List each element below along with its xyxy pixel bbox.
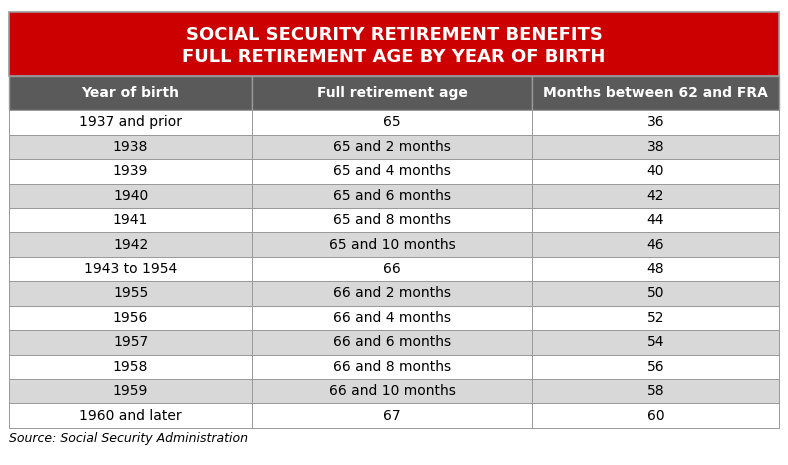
Bar — [9, 281, 251, 306]
Bar — [251, 354, 533, 379]
Text: 1956: 1956 — [113, 311, 148, 325]
Text: 66 and 2 months: 66 and 2 months — [333, 286, 451, 300]
Bar — [251, 403, 533, 428]
Text: 58: 58 — [647, 384, 664, 398]
Text: 65 and 2 months: 65 and 2 months — [333, 140, 451, 154]
Bar — [533, 403, 779, 428]
Text: 1942: 1942 — [113, 238, 148, 252]
Bar — [251, 135, 533, 159]
Text: 1939: 1939 — [113, 164, 148, 178]
Bar — [9, 257, 251, 281]
Text: 1960 and later: 1960 and later — [80, 409, 182, 423]
Text: Source: Social Security Administration: Source: Social Security Administration — [9, 432, 248, 445]
Bar — [9, 76, 251, 110]
Bar — [533, 257, 779, 281]
Bar — [533, 330, 779, 354]
Bar — [251, 159, 533, 184]
Text: 1955: 1955 — [113, 286, 148, 300]
Bar — [9, 12, 779, 76]
Text: 1941: 1941 — [113, 213, 148, 227]
Text: 52: 52 — [647, 311, 664, 325]
Bar — [533, 76, 779, 110]
Bar — [533, 159, 779, 184]
Text: 1940: 1940 — [113, 189, 148, 203]
Bar — [533, 184, 779, 208]
Text: 54: 54 — [647, 335, 664, 349]
Text: 67: 67 — [383, 409, 401, 423]
Text: 65 and 10 months: 65 and 10 months — [329, 238, 455, 252]
Text: Months between 62 and FRA: Months between 62 and FRA — [543, 86, 768, 100]
Text: 66: 66 — [383, 262, 401, 276]
Text: 38: 38 — [647, 140, 664, 154]
Text: 40: 40 — [647, 164, 664, 178]
Bar — [251, 257, 533, 281]
Bar — [251, 208, 533, 232]
Bar — [251, 232, 533, 257]
Text: 1938: 1938 — [113, 140, 148, 154]
Bar — [9, 208, 251, 232]
Text: 1957: 1957 — [113, 335, 148, 349]
Text: 65 and 8 months: 65 and 8 months — [333, 213, 451, 227]
Text: Full retirement age: Full retirement age — [317, 86, 467, 100]
Text: 1958: 1958 — [113, 360, 148, 374]
Text: 65 and 6 months: 65 and 6 months — [333, 189, 451, 203]
Bar — [251, 330, 533, 354]
Text: FULL RETIREMENT AGE BY YEAR OF BIRTH: FULL RETIREMENT AGE BY YEAR OF BIRTH — [182, 48, 606, 66]
Text: 65 and 4 months: 65 and 4 months — [333, 164, 451, 178]
Bar — [9, 306, 251, 330]
Bar — [9, 184, 251, 208]
Bar — [9, 159, 251, 184]
Text: SOCIAL SECURITY RETIREMENT BENEFITS: SOCIAL SECURITY RETIREMENT BENEFITS — [185, 26, 603, 44]
Text: 42: 42 — [647, 189, 664, 203]
Bar — [533, 354, 779, 379]
Text: 48: 48 — [647, 262, 664, 276]
Text: 36: 36 — [647, 115, 664, 129]
Text: 66 and 8 months: 66 and 8 months — [333, 360, 452, 374]
Text: 66 and 10 months: 66 and 10 months — [329, 384, 455, 398]
Text: 66 and 4 months: 66 and 4 months — [333, 311, 451, 325]
Text: 60: 60 — [647, 409, 664, 423]
Text: 1959: 1959 — [113, 384, 148, 398]
Bar — [9, 379, 251, 403]
Bar — [533, 306, 779, 330]
Text: 65: 65 — [383, 115, 401, 129]
Text: 56: 56 — [647, 360, 664, 374]
Text: 66 and 6 months: 66 and 6 months — [333, 335, 452, 349]
Bar — [251, 306, 533, 330]
Text: 50: 50 — [647, 286, 664, 300]
Bar — [9, 330, 251, 354]
Text: 1937 and prior: 1937 and prior — [79, 115, 182, 129]
Bar — [9, 403, 251, 428]
Bar — [533, 232, 779, 257]
Text: 1943 to 1954: 1943 to 1954 — [84, 262, 177, 276]
Bar — [251, 379, 533, 403]
Bar — [9, 354, 251, 379]
Bar — [251, 76, 533, 110]
Bar — [533, 379, 779, 403]
Text: Year of birth: Year of birth — [82, 86, 180, 100]
Bar — [9, 135, 251, 159]
Bar — [251, 184, 533, 208]
Bar — [9, 232, 251, 257]
Text: 44: 44 — [647, 213, 664, 227]
Bar — [533, 135, 779, 159]
Bar — [533, 208, 779, 232]
Bar — [533, 110, 779, 135]
Bar — [251, 281, 533, 306]
Bar — [9, 110, 251, 135]
Bar — [533, 281, 779, 306]
Text: 46: 46 — [647, 238, 664, 252]
Bar — [251, 110, 533, 135]
